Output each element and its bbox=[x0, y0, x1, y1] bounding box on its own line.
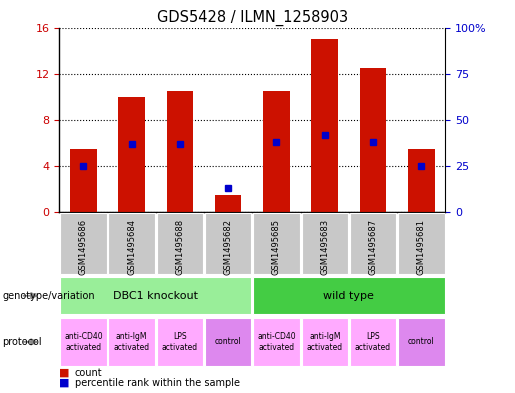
Bar bbox=[109, 318, 155, 366]
Text: wild type: wild type bbox=[323, 291, 374, 301]
Bar bbox=[253, 213, 300, 274]
Bar bbox=[302, 213, 348, 274]
Text: control: control bbox=[408, 338, 435, 346]
Bar bbox=[263, 91, 290, 212]
Bar bbox=[350, 213, 396, 274]
Text: anti-CD40
activated: anti-CD40 activated bbox=[257, 332, 296, 352]
Text: GSM1495683: GSM1495683 bbox=[320, 219, 329, 275]
Text: genotype/variation: genotype/variation bbox=[3, 291, 95, 301]
Bar bbox=[253, 318, 300, 366]
Text: ■: ■ bbox=[59, 378, 70, 388]
Text: count: count bbox=[75, 368, 102, 378]
Title: GDS5428 / ILMN_1258903: GDS5428 / ILMN_1258903 bbox=[157, 10, 348, 26]
Bar bbox=[350, 318, 396, 366]
Bar bbox=[302, 318, 348, 366]
Bar bbox=[109, 213, 155, 274]
Text: GSM1495686: GSM1495686 bbox=[79, 219, 88, 275]
Text: anti-CD40
activated: anti-CD40 activated bbox=[64, 332, 102, 352]
Text: anti-IgM
activated: anti-IgM activated bbox=[114, 332, 150, 352]
Text: ■: ■ bbox=[59, 368, 70, 378]
Bar bbox=[70, 149, 97, 212]
Bar bbox=[312, 39, 338, 212]
Bar bbox=[60, 213, 107, 274]
Bar bbox=[157, 213, 203, 274]
Bar bbox=[205, 318, 251, 366]
Bar bbox=[60, 277, 251, 314]
Text: GSM1495688: GSM1495688 bbox=[176, 219, 184, 275]
Text: anti-IgM
activated: anti-IgM activated bbox=[307, 332, 343, 352]
Text: GSM1495687: GSM1495687 bbox=[369, 219, 377, 275]
Bar bbox=[60, 318, 107, 366]
Text: GSM1495684: GSM1495684 bbox=[127, 219, 136, 274]
Text: GSM1495682: GSM1495682 bbox=[224, 219, 233, 274]
Text: LPS
activated: LPS activated bbox=[162, 332, 198, 352]
Text: control: control bbox=[215, 338, 242, 346]
Bar bbox=[408, 149, 435, 212]
Bar bbox=[360, 68, 386, 212]
Text: percentile rank within the sample: percentile rank within the sample bbox=[75, 378, 239, 388]
Bar bbox=[118, 97, 145, 212]
Bar bbox=[253, 277, 444, 314]
Bar bbox=[398, 318, 444, 366]
Bar bbox=[215, 195, 242, 212]
Text: DBC1 knockout: DBC1 knockout bbox=[113, 291, 198, 301]
Bar bbox=[205, 213, 251, 274]
Bar bbox=[167, 91, 193, 212]
Text: protocol: protocol bbox=[3, 337, 42, 347]
Bar bbox=[157, 318, 203, 366]
Bar bbox=[398, 213, 444, 274]
Text: GSM1495681: GSM1495681 bbox=[417, 219, 426, 274]
Text: GSM1495685: GSM1495685 bbox=[272, 219, 281, 274]
Text: LPS
activated: LPS activated bbox=[355, 332, 391, 352]
